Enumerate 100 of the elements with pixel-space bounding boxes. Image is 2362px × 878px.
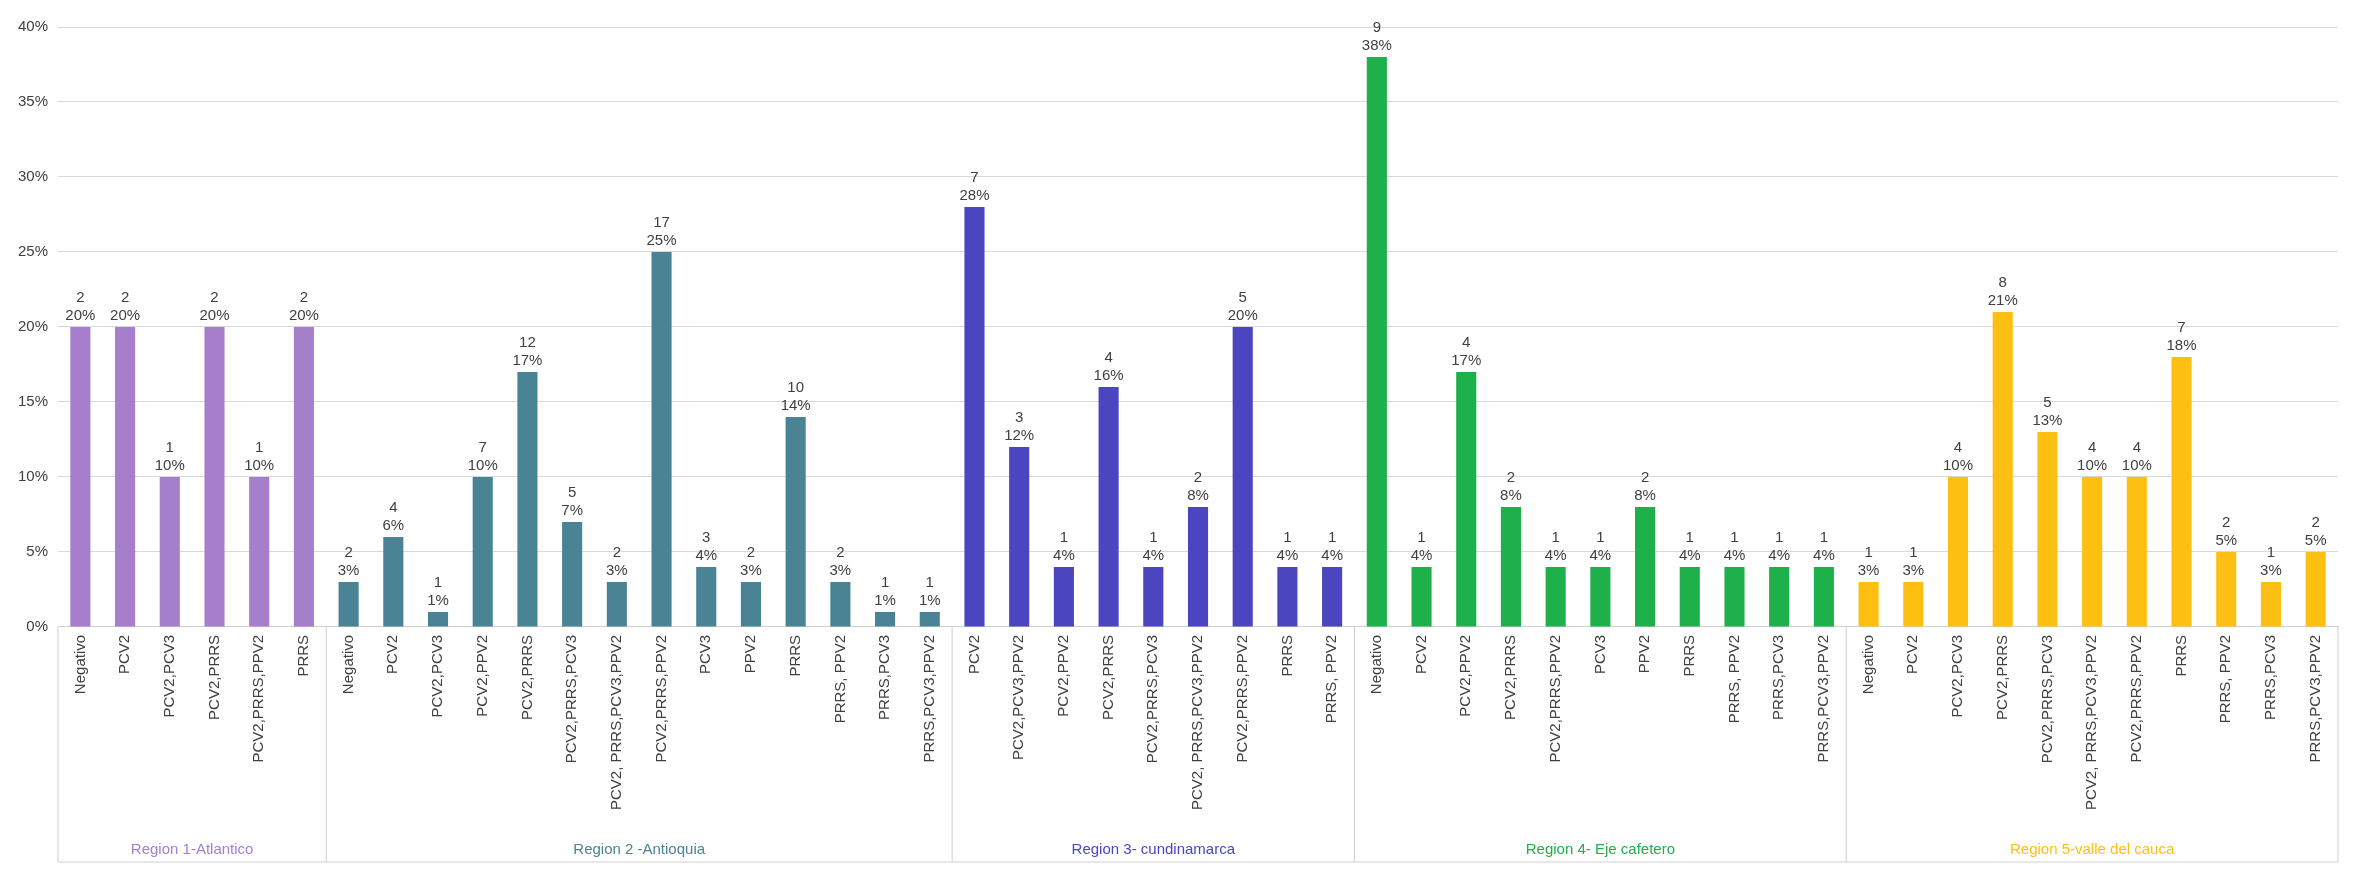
data-label: 1 4%	[1723, 527, 1746, 563]
data-label: 1 4%	[1321, 527, 1343, 563]
data-label: 1 4%	[1813, 527, 1835, 563]
bar	[1277, 566, 1298, 627]
x-tick-label: PPV2	[1635, 634, 1653, 674]
data-label: 1 10%	[154, 437, 185, 473]
data-label: 1 1%	[874, 572, 896, 608]
bar	[204, 326, 225, 627]
x-tick-label: PCV2,PCV3,PPV2	[1009, 634, 1027, 760]
bar	[2171, 356, 2192, 627]
bar	[1456, 371, 1477, 627]
x-tick-label: PRRS,PCV3,PPV2	[1814, 634, 1832, 763]
data-label: 4 10%	[2121, 437, 2152, 473]
bar	[159, 476, 180, 627]
data-label: 7 18%	[2166, 317, 2197, 353]
data-label: 5 20%	[1227, 287, 1258, 323]
x-tick-label: PRRS,PCV3	[875, 634, 893, 720]
bar	[1009, 446, 1030, 627]
data-label: 2 3%	[337, 542, 360, 578]
x-tick-label: PCV3	[1590, 634, 1608, 675]
bar	[2260, 581, 2281, 627]
data-label: 2 20%	[199, 287, 230, 323]
x-tick-label: PCV2,PCV3	[428, 634, 446, 718]
bar	[1098, 386, 1119, 627]
data-label: 1 10%	[244, 437, 275, 473]
x-tick-label: PCV2	[964, 634, 982, 675]
bar	[383, 536, 404, 627]
x-tick-label: PCV2	[383, 634, 401, 675]
data-label: 1 3%	[1857, 542, 1880, 578]
bar	[785, 416, 806, 627]
bar	[919, 611, 940, 627]
bar	[740, 581, 762, 627]
x-tick-label: PRRS, PPV2	[1724, 634, 1742, 724]
x-tick-label: PCV2,PPV2	[1456, 634, 1474, 717]
x-tick-label: PCV2,PRRS,PPV2	[1232, 634, 1250, 763]
bar	[1545, 566, 1566, 627]
y-tick-label: 40%	[17, 17, 49, 35]
bar	[338, 581, 359, 627]
x-tick-label: PCV2,PRRS,PCV3	[2037, 634, 2055, 764]
data-label: 4 10%	[1942, 437, 1974, 473]
x-tick-label: PRRS	[294, 634, 312, 677]
bar	[1724, 566, 1745, 627]
data-label: 1 4%	[1410, 527, 1433, 563]
x-tick-label: PCV2,PCV3	[1948, 634, 1966, 718]
x-tick-label: PCV2,PRRS,PPV2	[1545, 634, 1563, 763]
x-tick-label: PCV2	[1411, 634, 1429, 675]
bar	[2037, 431, 2058, 627]
y-tick-label: 20%	[17, 317, 49, 335]
x-tick-label: PCV2,PRRS	[1501, 634, 1519, 720]
data-label: 2 20%	[65, 287, 96, 323]
bar	[830, 581, 851, 627]
bar	[1947, 476, 1969, 627]
bar	[1635, 506, 1656, 627]
x-tick-label: PCV2,PRRS	[1098, 634, 1116, 720]
bar	[1143, 566, 1164, 627]
bar	[1679, 566, 1700, 627]
data-label: 2 5%	[2304, 512, 2327, 548]
bar	[1366, 57, 1387, 627]
y-tick-label: 15%	[17, 392, 49, 410]
bar	[696, 566, 717, 627]
bar	[2082, 476, 2103, 627]
data-label: 1 4%	[1142, 527, 1165, 563]
x-tick-label: PRRS	[1277, 634, 1295, 677]
bar	[1232, 326, 1253, 627]
x-tick-label: PRRS, PPV2	[830, 634, 848, 724]
bar	[517, 371, 538, 627]
x-tick-label: PRRS,PCV3	[1769, 634, 1787, 720]
x-tick-label: PRRS	[785, 634, 803, 677]
bar	[875, 611, 896, 627]
x-tick-label: PCV2,PRRS,PPV2	[651, 634, 669, 763]
bar	[1187, 506, 1209, 627]
x-tick-label: Negativo	[70, 634, 88, 695]
x-tick-label: PCV2,PRRS	[517, 634, 535, 720]
data-label: 17 25%	[646, 212, 677, 248]
data-label: 3 12%	[1004, 407, 1035, 443]
y-tick-label: 25%	[17, 242, 49, 260]
x-tick-label: PCV3	[696, 634, 714, 675]
x-tick-label: PCV2,PRRS,PCV3	[1143, 634, 1161, 764]
data-label: 1 4%	[1768, 527, 1791, 563]
x-tick-label: PPV2	[741, 634, 759, 674]
x-tick-label: PCV2,PPV2	[1054, 634, 1072, 717]
x-tick-label: PCV2,PRRS	[1992, 634, 2010, 720]
data-label: 5 7%	[561, 482, 583, 518]
x-tick-label: PCV2, PRRS,PCV3,PPV2	[606, 634, 624, 811]
bar	[1813, 566, 1834, 627]
x-tick-label: PCV2	[1903, 634, 1921, 675]
text: Region 2 -Antioquia	[573, 840, 706, 858]
bar	[651, 251, 672, 627]
x-tick-label: PRRS	[2171, 634, 2189, 677]
x-tick-label: PCV2,PRRS,PPV2	[2126, 634, 2144, 763]
text: Region 1-Atlantico	[130, 840, 254, 858]
x-tick-label: PRRS,PCV3,PPV2	[919, 634, 937, 763]
y-tick-label: 30%	[17, 167, 49, 185]
x-tick-label: PCV2,PPV2	[472, 634, 490, 717]
bar	[293, 326, 314, 627]
data-label: 2 3%	[740, 542, 762, 578]
x-tick-label: PRRS,PCV3,PPV2	[2305, 634, 2323, 763]
data-label: 1 1%	[918, 572, 941, 608]
bar	[472, 476, 493, 627]
data-label: 8 21%	[1987, 272, 2018, 308]
